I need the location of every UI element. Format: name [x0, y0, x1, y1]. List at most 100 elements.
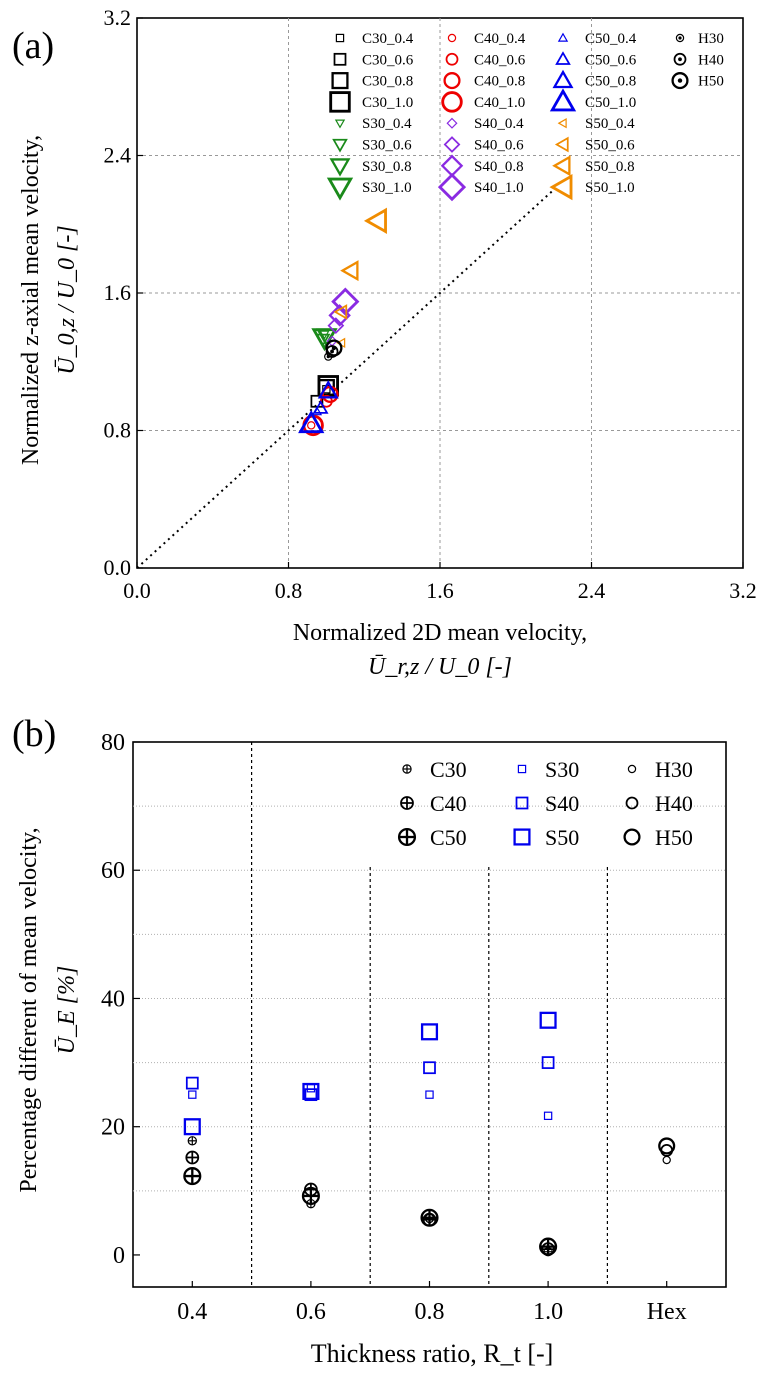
panel-b-y-axis-label-line2: Ū_E [%]	[54, 966, 80, 1055]
legend-marker-H50	[623, 828, 641, 846]
point-C50_0.8	[317, 380, 339, 399]
legend-marker-C50_0.4	[557, 32, 569, 42]
legend-label-C30_0.6: C30_0.6	[362, 52, 414, 68]
legend-marker-H50	[671, 72, 689, 90]
x-tick-label: 1.0	[533, 1299, 563, 1325]
point-H50	[325, 339, 343, 357]
legend-marker-C40	[400, 796, 414, 810]
panel-b-grid	[133, 742, 726, 1287]
legend-marker-C30	[402, 764, 412, 774]
legend-marker-C50_0.6	[555, 51, 571, 65]
panel-a-x-axis-label-line2: Ū_r,z / U_0 [-]	[368, 654, 512, 680]
legend-marker-C40_0.6	[445, 52, 459, 66]
panel-b-x-axis-label: Thickness ratio, R_t [-]	[311, 1339, 554, 1368]
legend-label-C40_0.4: C40_0.4	[474, 31, 526, 47]
panel-b-y-axis-label-line1: Percentage different of mean velocity,	[16, 827, 42, 1192]
legend-marker-S40_1.0	[437, 172, 467, 202]
legend-label-H30: H30	[698, 31, 724, 47]
legend-label-C50: C50	[430, 825, 467, 850]
legend-label-S40_1.0: S40_1.0	[474, 180, 524, 196]
point-S50-0.8	[420, 1023, 439, 1041]
point-C30-0.4	[187, 1136, 197, 1146]
point-S40-0.6	[304, 1088, 318, 1102]
panel-a-identity-line	[136, 189, 555, 569]
point-H50-Hex	[658, 1137, 676, 1155]
legend-label-S50_0.8: S50_0.8	[585, 159, 635, 175]
point-S50-1.0	[539, 1011, 557, 1029]
legend-label-S40_0.8: S40_0.8	[474, 159, 524, 175]
point-S30-0.8	[425, 1090, 434, 1099]
panel-b-legend: C30 C40 C50 S30 S40 S50 H30 H40 H50	[397, 757, 693, 850]
legend-marker-S40	[515, 796, 529, 810]
point-S30-0.6	[306, 1084, 316, 1093]
legend-label-C50_0.8: C50_0.8	[585, 74, 636, 90]
legend-marker-H30	[675, 33, 685, 43]
y-tick-label: 1.6	[104, 280, 132, 305]
x-tick-label: Hex	[647, 1299, 687, 1325]
legend-label-S30: S30	[545, 757, 579, 782]
legend-label-C40_0.8: C40_0.8	[474, 74, 525, 90]
point-S40-0.8	[423, 1061, 436, 1075]
point-C50-0.4	[183, 1167, 202, 1186]
legend-marker-H40	[625, 796, 639, 810]
legend-label-S30_0.6: S30_0.6	[362, 138, 412, 154]
y-tick-label: 0.0	[104, 555, 132, 580]
point-S30-1.0	[543, 1111, 553, 1121]
legend-label-S50_0.4: S50_0.4	[585, 116, 635, 132]
y-tick-label: 80	[101, 730, 125, 756]
point-S50-0.6	[302, 1082, 320, 1100]
y-tick-label: 40	[101, 986, 125, 1012]
legend-marker-C30_1.0	[329, 91, 351, 113]
panel-a-points	[298, 207, 387, 437]
panel-b: (b) 0.4 0.6 0.8 1.0 Hex 0 20 40 60 80 C30 C40 C50 S…	[12, 713, 727, 1368]
legend-label-C30: C30	[430, 757, 467, 782]
x-tick-label: 2.4	[578, 578, 606, 603]
legend-marker-S50_0.6	[554, 136, 569, 153]
point-S40-0.4	[185, 1076, 199, 1090]
legend-marker-S30_0.8	[329, 158, 351, 177]
point-C50-0.6	[301, 1186, 320, 1206]
legend-label-S50: S50	[545, 825, 579, 850]
legend-marker-C50	[397, 827, 417, 847]
legend-label-S40_0.6: S40_0.6	[474, 138, 524, 154]
legend-label-H50: H50	[655, 825, 693, 850]
legend-label-S50_0.6: S50_0.6	[585, 138, 635, 154]
y-tick-label: 0	[113, 1243, 125, 1269]
panel-b-plot-frame	[132, 741, 727, 1288]
y-tick-label: 60	[101, 858, 125, 884]
legend-label-S40_0.4: S40_0.4	[474, 116, 524, 132]
legend-label-C50_0.4: C50_0.4	[585, 31, 637, 47]
point-C40_0.4	[307, 421, 316, 430]
x-tick-label: 0.8	[415, 1299, 445, 1325]
x-tick-label: 0.6	[296, 1299, 326, 1325]
panel-a-legend: C30_0.4 C30_0.6 C30_0.8 C30_1.0 C40_0.4 C40_0…	[326, 31, 724, 202]
panel-a-y-ticks: 0.0 0.8 1.6 2.4 3.2	[104, 5, 143, 580]
x-tick-label: 3.2	[729, 578, 757, 603]
point-H30-Hex	[662, 1155, 671, 1165]
point-S50_1.0	[363, 207, 387, 234]
panel-a-x-ticks: 0.0 0.8 1.6 2.4 3.2	[123, 562, 757, 603]
legend-label-S30_0.8: S30_0.8	[362, 159, 412, 175]
y-tick-label: 20	[101, 1115, 125, 1141]
point-S50_0.8	[340, 260, 359, 282]
legend-marker-S30_1.0	[326, 177, 354, 201]
legend-marker-C40_0.4	[447, 33, 457, 43]
point-S40-1.0	[541, 1056, 555, 1069]
legend-label-S30_1.0: S30_1.0	[362, 180, 412, 196]
legend-marker-C30_0.6	[333, 52, 347, 66]
legend-label-C40_0.6: C40_0.6	[474, 52, 526, 68]
legend-label-H40: H40	[655, 791, 693, 816]
legend-marker-H30	[627, 764, 637, 774]
legend-marker-H40	[673, 52, 687, 66]
point-C40-0.4	[185, 1150, 200, 1165]
legend-marker-C50_1.0	[549, 88, 577, 112]
point-S50-0.4	[183, 1118, 201, 1136]
panel-a-label: (a)	[12, 25, 54, 67]
legend-label-C40: C40	[430, 791, 467, 816]
point-C50_0.6	[312, 400, 329, 414]
legend-label-S40: S40	[545, 791, 579, 816]
x-tick-label: 0.8	[275, 578, 303, 603]
panel-a-y-axis-label-line2: Ū_0,z / U_0 [-]	[54, 225, 80, 374]
x-tick-label: 0.0	[123, 578, 151, 603]
